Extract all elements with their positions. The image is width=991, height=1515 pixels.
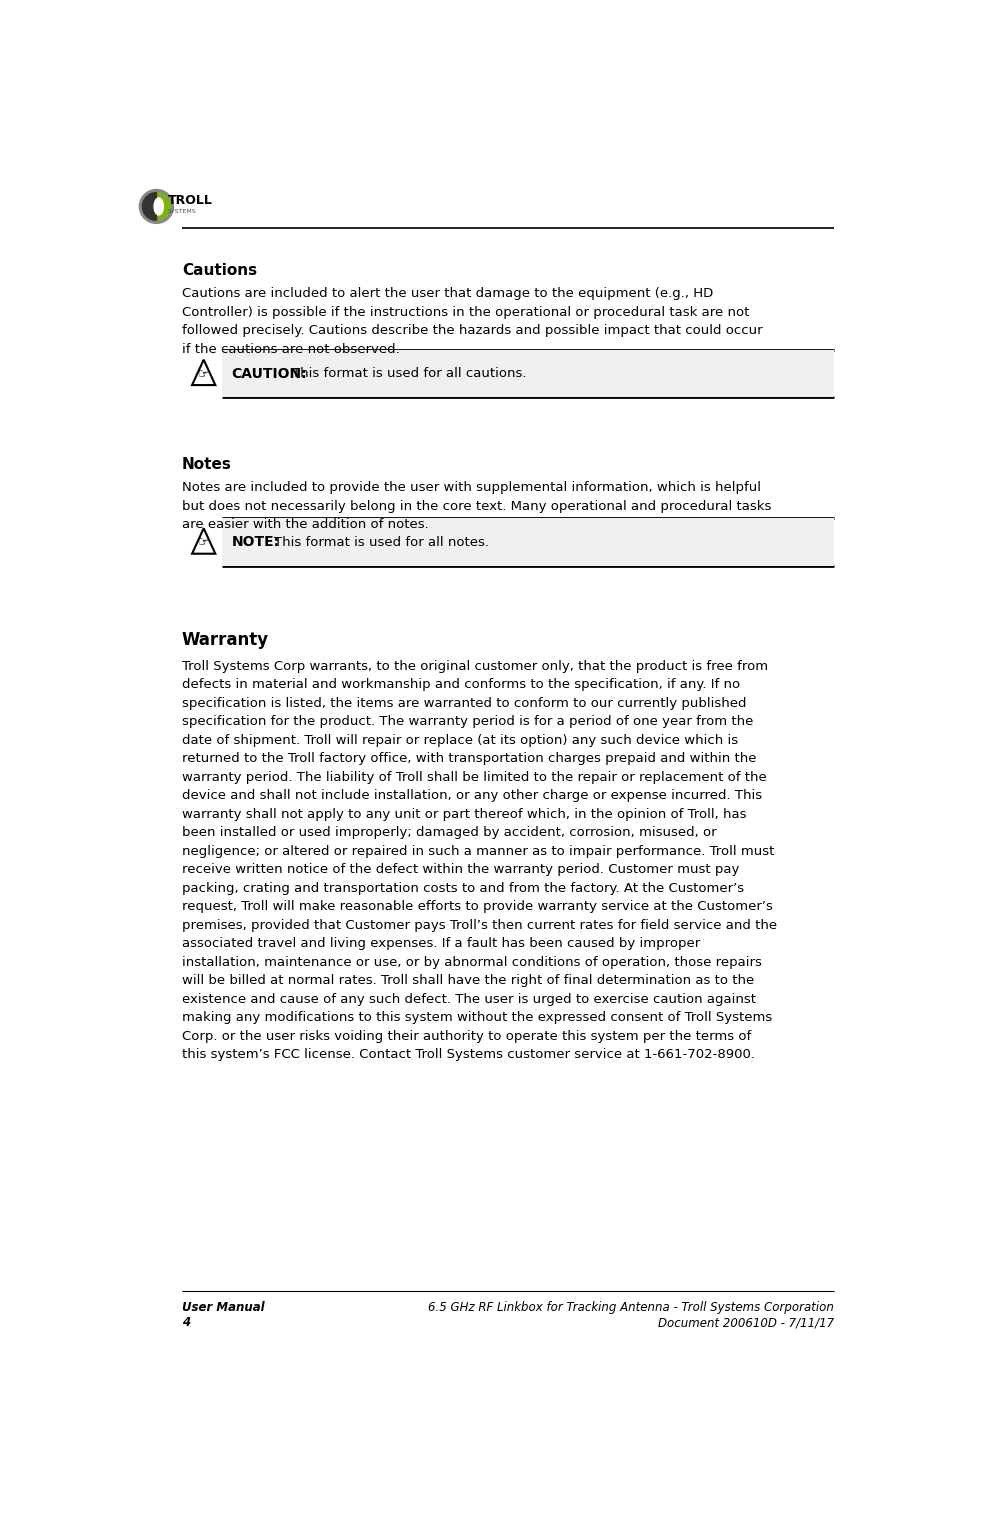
Text: ☞: ☞: [198, 368, 209, 380]
Text: TROLL: TROLL: [168, 194, 213, 206]
Ellipse shape: [154, 198, 164, 215]
FancyBboxPatch shape: [222, 350, 833, 397]
Text: This format is used for all notes.: This format is used for all notes.: [275, 536, 490, 548]
Wedge shape: [157, 192, 170, 220]
Circle shape: [140, 189, 173, 223]
Polygon shape: [192, 359, 215, 385]
FancyBboxPatch shape: [222, 518, 833, 567]
Text: Warranty: Warranty: [182, 632, 270, 650]
Text: 6.5 GHz RF Linkbox for Tracking Antenna - Troll Systems Corporation: 6.5 GHz RF Linkbox for Tracking Antenna …: [428, 1300, 833, 1314]
Wedge shape: [143, 192, 157, 220]
Text: Document 200610D - 7/11/17: Document 200610D - 7/11/17: [658, 1317, 833, 1329]
Text: 4: 4: [182, 1317, 190, 1329]
Text: User Manual: User Manual: [182, 1300, 265, 1314]
Text: NOTE:: NOTE:: [232, 535, 279, 548]
Text: This format is used for all cautions.: This format is used for all cautions.: [292, 367, 526, 380]
Text: Notes are included to provide the user with supplemental information, which is h: Notes are included to provide the user w…: [182, 482, 771, 532]
Text: ☞: ☞: [198, 536, 209, 550]
Text: SYSTEMS: SYSTEMS: [168, 209, 196, 214]
Text: Cautions are included to alert the user that damage to the equipment (e.g., HD
C: Cautions are included to alert the user …: [182, 288, 763, 356]
Text: Troll Systems Corp warrants, to the original customer only, that the product is : Troll Systems Corp warrants, to the orig…: [182, 661, 777, 1062]
Text: CAUTION:: CAUTION:: [232, 367, 307, 380]
Polygon shape: [192, 529, 215, 553]
Text: Cautions: Cautions: [182, 262, 257, 277]
Text: Notes: Notes: [182, 456, 232, 471]
